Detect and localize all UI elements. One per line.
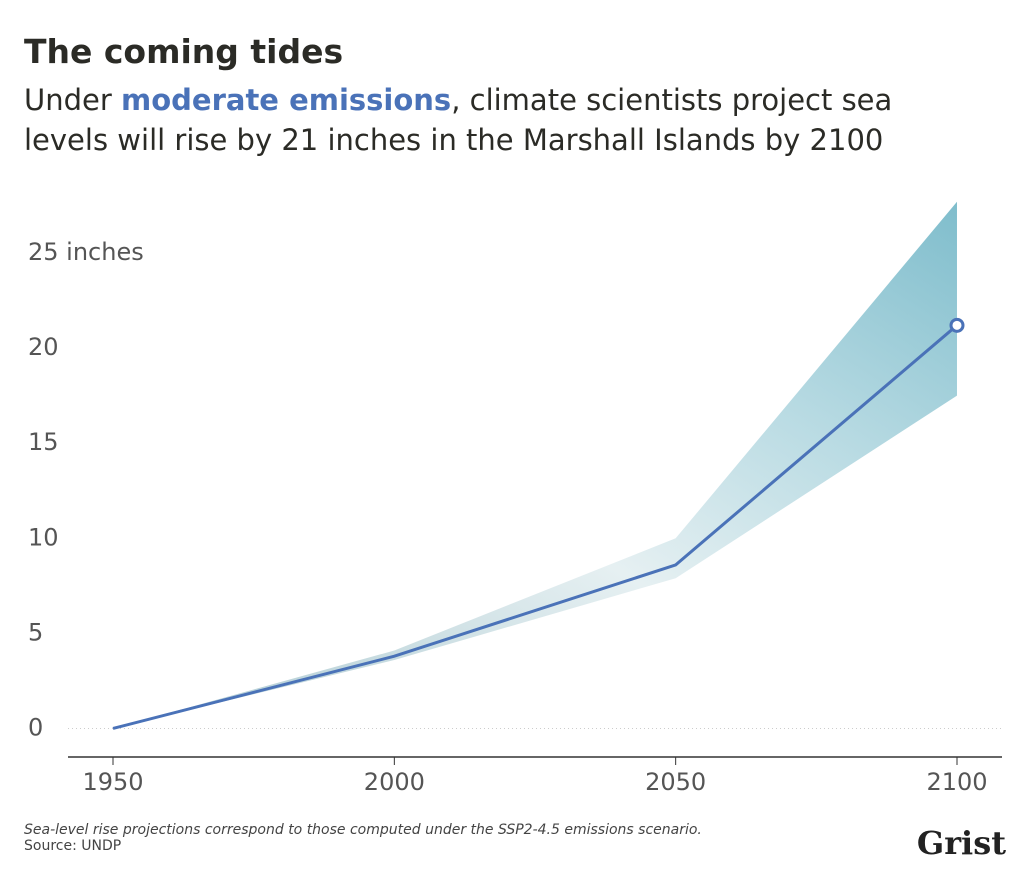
end-point	[949, 317, 965, 333]
source: Source: UNDP	[24, 838, 122, 854]
y-tick-label: 25 inches	[28, 238, 144, 266]
subtitle-text: Under	[24, 83, 121, 117]
x-tick-label: 2100	[926, 768, 987, 796]
chart-subtitle: Under moderate emissions, climate scient…	[24, 80, 984, 160]
y-tick-label: 5	[28, 618, 43, 646]
y-tick-label: 10	[28, 523, 59, 551]
y-tick-label: 20	[28, 333, 59, 361]
footer: Sea-level rise projections correspond to…	[24, 822, 702, 854]
x-tick-label: 1950	[82, 768, 143, 796]
footnote: Sea-level rise projections correspond to…	[24, 822, 702, 838]
chart-title: The coming tides	[24, 32, 344, 71]
x-tick-label: 2050	[645, 768, 706, 796]
y-tick-label: 0	[28, 713, 43, 741]
line	[112, 324, 958, 730]
projection-band	[113, 201, 957, 729]
x-tick-label: 2000	[364, 768, 425, 796]
subtitle-text: , climate scientists project sea levels …	[24, 83, 893, 157]
y-tick-label: 15	[28, 428, 59, 456]
subtitle-highlight: moderate emissions	[121, 83, 452, 117]
logo: Grist	[916, 824, 1006, 862]
